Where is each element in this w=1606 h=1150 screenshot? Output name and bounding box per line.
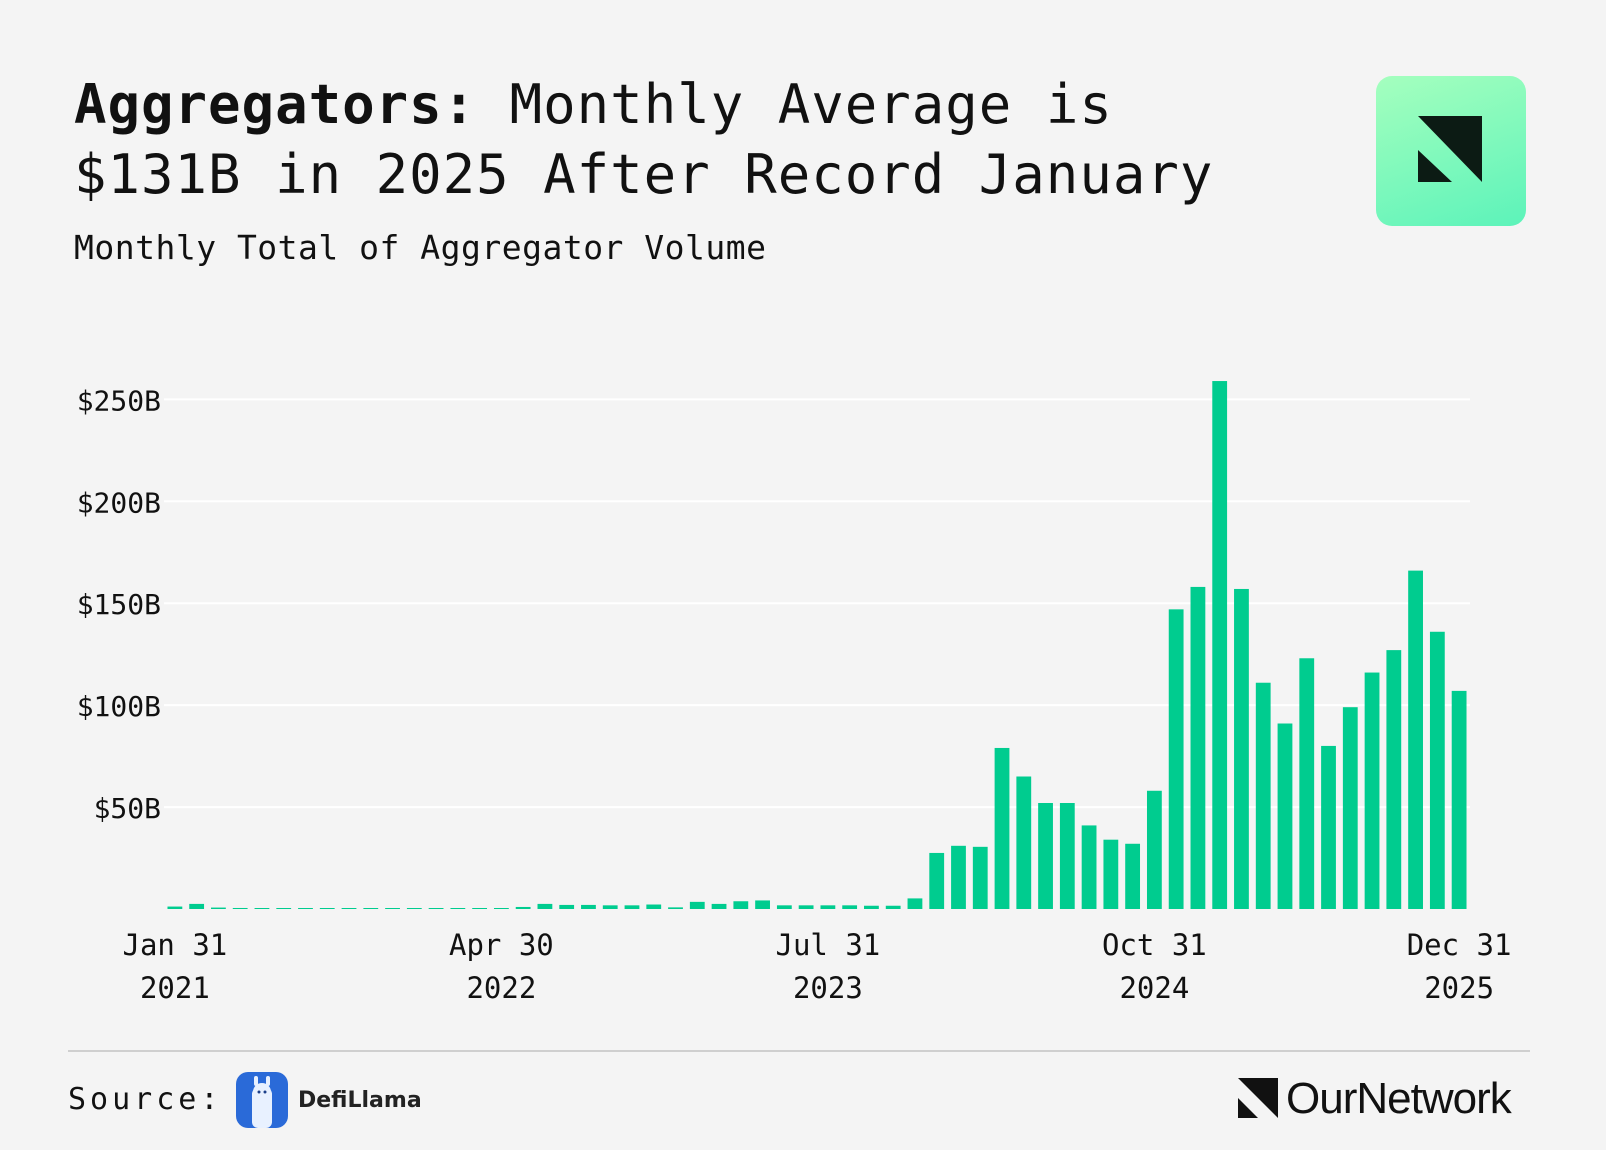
bar [1081, 825, 1097, 909]
title-rest: Monthly Average is $131B in 2025 After R… [74, 73, 1214, 206]
bar [711, 903, 727, 909]
bar [493, 908, 509, 909]
chart-subtitle: Monthly Total of Aggregator Volume [74, 228, 767, 267]
bar [1125, 843, 1141, 909]
y-tick-label: $50B [94, 792, 161, 825]
bar [1255, 682, 1271, 909]
bar [537, 903, 553, 909]
bar [1234, 588, 1249, 909]
bar [254, 908, 270, 909]
bar [602, 905, 618, 909]
bar [1386, 650, 1402, 909]
bar [406, 908, 422, 909]
bar [842, 905, 858, 909]
bar [1168, 609, 1184, 909]
bar [515, 906, 531, 909]
bar [1016, 776, 1032, 909]
brand-name: OurNetwork [1286, 1074, 1512, 1123]
bar [1103, 839, 1119, 909]
bar [319, 908, 335, 909]
bar [276, 908, 292, 909]
bar [820, 905, 836, 909]
bar [907, 898, 923, 909]
y-tick-label: $250B [77, 384, 161, 417]
bar [1277, 723, 1293, 909]
bar [1342, 707, 1358, 909]
bar [167, 906, 183, 909]
bar [755, 900, 770, 909]
x-tick-label: Jul 31 [776, 928, 881, 962]
bar [472, 908, 488, 909]
x-tick-year-label: 2025 [1424, 971, 1494, 1005]
bar [341, 908, 357, 909]
bar [559, 904, 575, 909]
bar [864, 905, 879, 909]
bar [298, 908, 313, 909]
chart-title: Aggregators: Monthly Average is $131B in… [74, 70, 1294, 210]
bar [1321, 745, 1336, 909]
bar [994, 747, 1010, 909]
title-bold: Aggregators: [74, 73, 477, 136]
footer-divider [68, 1050, 1530, 1052]
bar [951, 845, 966, 909]
x-tick-label: Dec 31 [1407, 928, 1512, 962]
bar [581, 904, 596, 909]
x-tick-year-label: 2021 [140, 971, 210, 1005]
bar [1429, 631, 1445, 909]
bar-chart: $50B $100B $150B $200B $250B Jan 31 2021 Apr 30… [77, 381, 1512, 1005]
bar [972, 846, 988, 909]
bar [1212, 381, 1228, 909]
x-tick-label: Jan 31 [123, 928, 228, 962]
bar [776, 905, 792, 909]
bar [929, 852, 945, 909]
bar [232, 907, 248, 909]
y-tick-label: $200B [77, 486, 161, 519]
y-tick-label: $100B [77, 690, 161, 723]
bar [646, 904, 662, 909]
bar [428, 908, 444, 909]
bar [1038, 803, 1053, 909]
bar [1146, 790, 1162, 909]
x-tick-year-label: 2022 [466, 971, 536, 1005]
bar [1364, 672, 1380, 909]
x-tick-year-label: 2024 [1119, 971, 1189, 1005]
x-tick-label: Oct 31 [1102, 928, 1207, 962]
bar [885, 905, 901, 909]
ournetwork-badge-icon [1376, 76, 1526, 226]
bar [668, 907, 683, 909]
bar [1059, 803, 1075, 909]
defillama-logo-icon [236, 1072, 288, 1128]
bar [189, 903, 205, 909]
bar [798, 905, 814, 909]
bar [211, 907, 226, 909]
bar [363, 908, 379, 909]
bar [624, 905, 640, 909]
y-tick-label: $150B [77, 588, 161, 621]
bar [689, 901, 705, 909]
source-name: DefiLlama [298, 1088, 422, 1113]
x-tick-label: Apr 30 [449, 928, 554, 962]
bar [1408, 570, 1423, 909]
ournetwork-logo-icon [1238, 1078, 1278, 1118]
x-tick-year-label: 2023 [793, 971, 863, 1005]
bar [1190, 586, 1206, 909]
bar [385, 908, 400, 909]
bar [450, 908, 466, 909]
bar [733, 901, 749, 909]
bar [1299, 658, 1315, 909]
bar [1451, 690, 1467, 909]
source-label: Source: [68, 1082, 223, 1117]
